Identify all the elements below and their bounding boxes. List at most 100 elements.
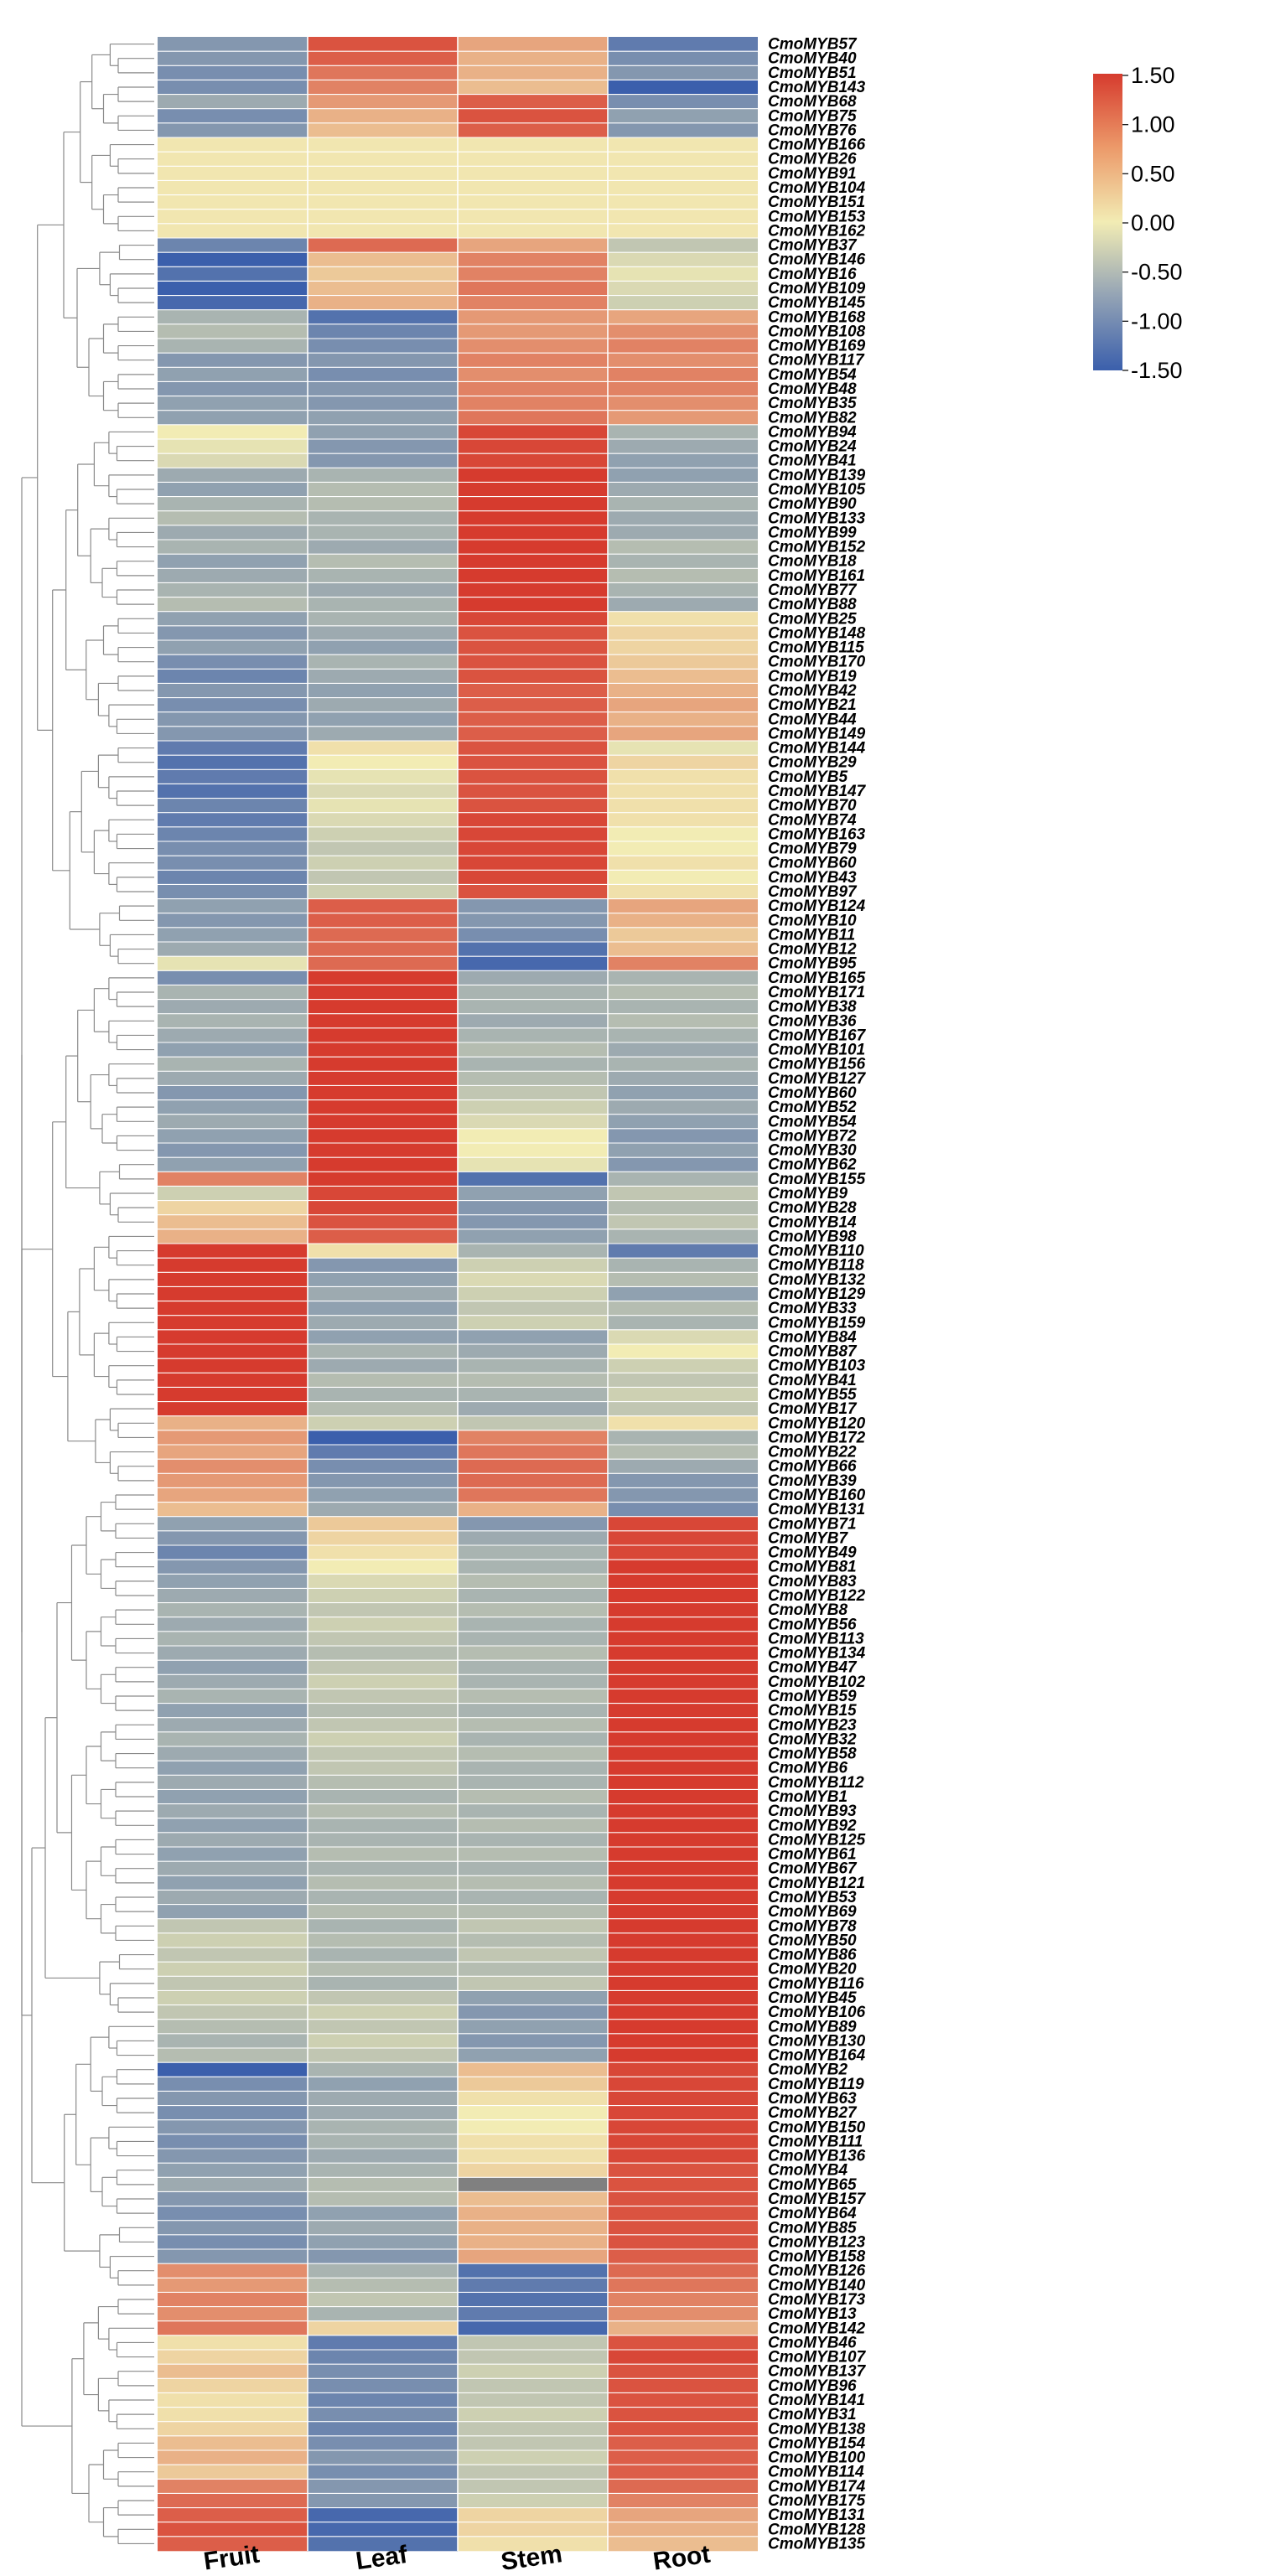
heatmap-cell	[308, 597, 458, 613]
heatmap-cell	[158, 1803, 308, 1819]
heatmap-cell	[308, 2378, 458, 2393]
heatmap-cell	[608, 554, 758, 569]
heatmap-cell	[458, 295, 608, 311]
heatmap-cell	[158, 2522, 308, 2537]
heatmap-cell	[458, 80, 608, 95]
heatmap-cell	[458, 2493, 608, 2508]
heatmap-cell	[158, 525, 308, 541]
heatmap-cell	[158, 1948, 308, 1963]
heatmap-cell	[458, 683, 608, 698]
heatmap-cell	[458, 1847, 608, 1862]
heatmap-cell	[608, 1258, 758, 1273]
heatmap-cell	[308, 2450, 458, 2465]
heatmap-cell	[158, 1200, 308, 1216]
gene-label: CmoMYB160	[768, 1487, 866, 1504]
heatmap-cell	[608, 166, 758, 181]
heatmap-cell	[158, 2163, 308, 2178]
heatmap-cell	[158, 468, 308, 483]
heatmap-cell	[608, 582, 758, 597]
gene-label: CmoMYB171	[768, 984, 865, 1001]
gene-label: CmoMYB117	[768, 352, 865, 370]
heatmap-cell	[458, 1473, 608, 1488]
heatmap-cell	[158, 798, 308, 814]
heatmap-cell	[458, 1602, 608, 1618]
heatmap-cell	[158, 1574, 308, 1589]
heatmap-cell	[308, 2522, 458, 2537]
heatmap-cell	[458, 2378, 608, 2393]
gene-label: CmoMYB8	[768, 1601, 848, 1619]
heatmap-cell	[608, 2004, 758, 2020]
heatmap-cell	[458, 640, 608, 655]
heatmap-cell	[158, 611, 308, 627]
gene-label: CmoMYB122	[768, 1587, 866, 1605]
heatmap-cell	[608, 1775, 758, 1790]
heatmap-cell	[608, 37, 758, 52]
gene-label: CmoMYB140	[768, 2277, 866, 2294]
heatmap-cell	[608, 1932, 758, 1948]
heatmap-cell	[608, 2119, 758, 2135]
heatmap-cell	[158, 841, 308, 856]
heatmap-cell	[458, 1904, 608, 1920]
heatmap-cell	[608, 2364, 758, 2379]
heatmap-cell	[308, 1042, 458, 1058]
heatmap-cell	[458, 1358, 608, 1373]
gene-label: CmoMYB120	[768, 1415, 866, 1432]
gene-label: CmoMYB79	[768, 841, 857, 858]
heatmap-cell	[458, 94, 608, 110]
heatmap-cell	[308, 1803, 458, 1819]
heatmap-cell	[158, 1918, 308, 1934]
gene-label: CmoMYB29	[768, 754, 857, 772]
heatmap-cell	[158, 1717, 308, 1733]
heatmap-cell	[458, 194, 608, 210]
gene-label: CmoMYB124	[768, 897, 866, 915]
heatmap-cell	[458, 798, 608, 814]
gene-label: CmoMYB148	[768, 624, 866, 642]
gene-label: CmoMYB87	[768, 1343, 858, 1361]
heatmap-cell	[308, 209, 458, 225]
gene-label: CmoMYB83	[768, 1573, 857, 1591]
heatmap-cell	[158, 2019, 308, 2035]
heatmap-cell	[608, 1646, 758, 1661]
heatmap-cell	[158, 625, 308, 641]
heatmap-cell	[458, 2465, 608, 2480]
heatmap-cell	[608, 841, 758, 856]
heatmap-cell	[458, 784, 608, 799]
heatmap-cell	[608, 1071, 758, 1086]
gene-label: CmoMYB147	[768, 783, 867, 800]
heatmap-cell	[608, 2278, 758, 2293]
gene-label: CmoMYB138	[768, 2420, 866, 2438]
heatmap-cell	[158, 65, 308, 80]
heatmap-cell	[608, 396, 758, 411]
gene-label: CmoMYB92	[768, 1817, 857, 1834]
heatmap-cell	[608, 1616, 758, 1632]
heatmap-cell	[608, 1143, 758, 1158]
heatmap-cell	[158, 2033, 308, 2049]
heatmap-cell	[308, 1502, 458, 1518]
gene-label: CmoMYB146	[768, 251, 866, 269]
heatmap-cell	[308, 1976, 458, 1991]
heatmap-cell	[308, 769, 458, 784]
heatmap-cell	[608, 970, 758, 985]
heatmap-cell	[458, 1057, 608, 1072]
heatmap-cell	[458, 942, 608, 957]
heatmap-cell	[308, 1703, 458, 1719]
heatmap-cell	[158, 1875, 308, 1891]
gene-label: CmoMYB60	[768, 1084, 857, 1102]
heatmap-cell	[458, 223, 608, 239]
heatmap-cell	[158, 1660, 308, 1675]
heatmap-cell	[308, 295, 458, 311]
heatmap-cell	[158, 1143, 308, 1158]
gene-label: CmoMYB165	[768, 970, 866, 987]
gene-label: CmoMYB15	[768, 1702, 857, 1720]
heatmap-cell	[608, 1373, 758, 1388]
heatmap-cell	[608, 726, 758, 742]
gene-label: CmoMYB26	[768, 151, 857, 168]
heatmap-cell	[458, 1027, 608, 1043]
heatmap-cell	[608, 367, 758, 382]
heatmap-cell	[458, 711, 608, 727]
gene-label: CmoMYB94	[768, 423, 857, 441]
gene-label: CmoMYB38	[768, 998, 857, 1016]
heatmap-cell	[608, 439, 758, 454]
heatmap-cell	[158, 2119, 308, 2135]
heatmap-cell	[608, 1128, 758, 1144]
